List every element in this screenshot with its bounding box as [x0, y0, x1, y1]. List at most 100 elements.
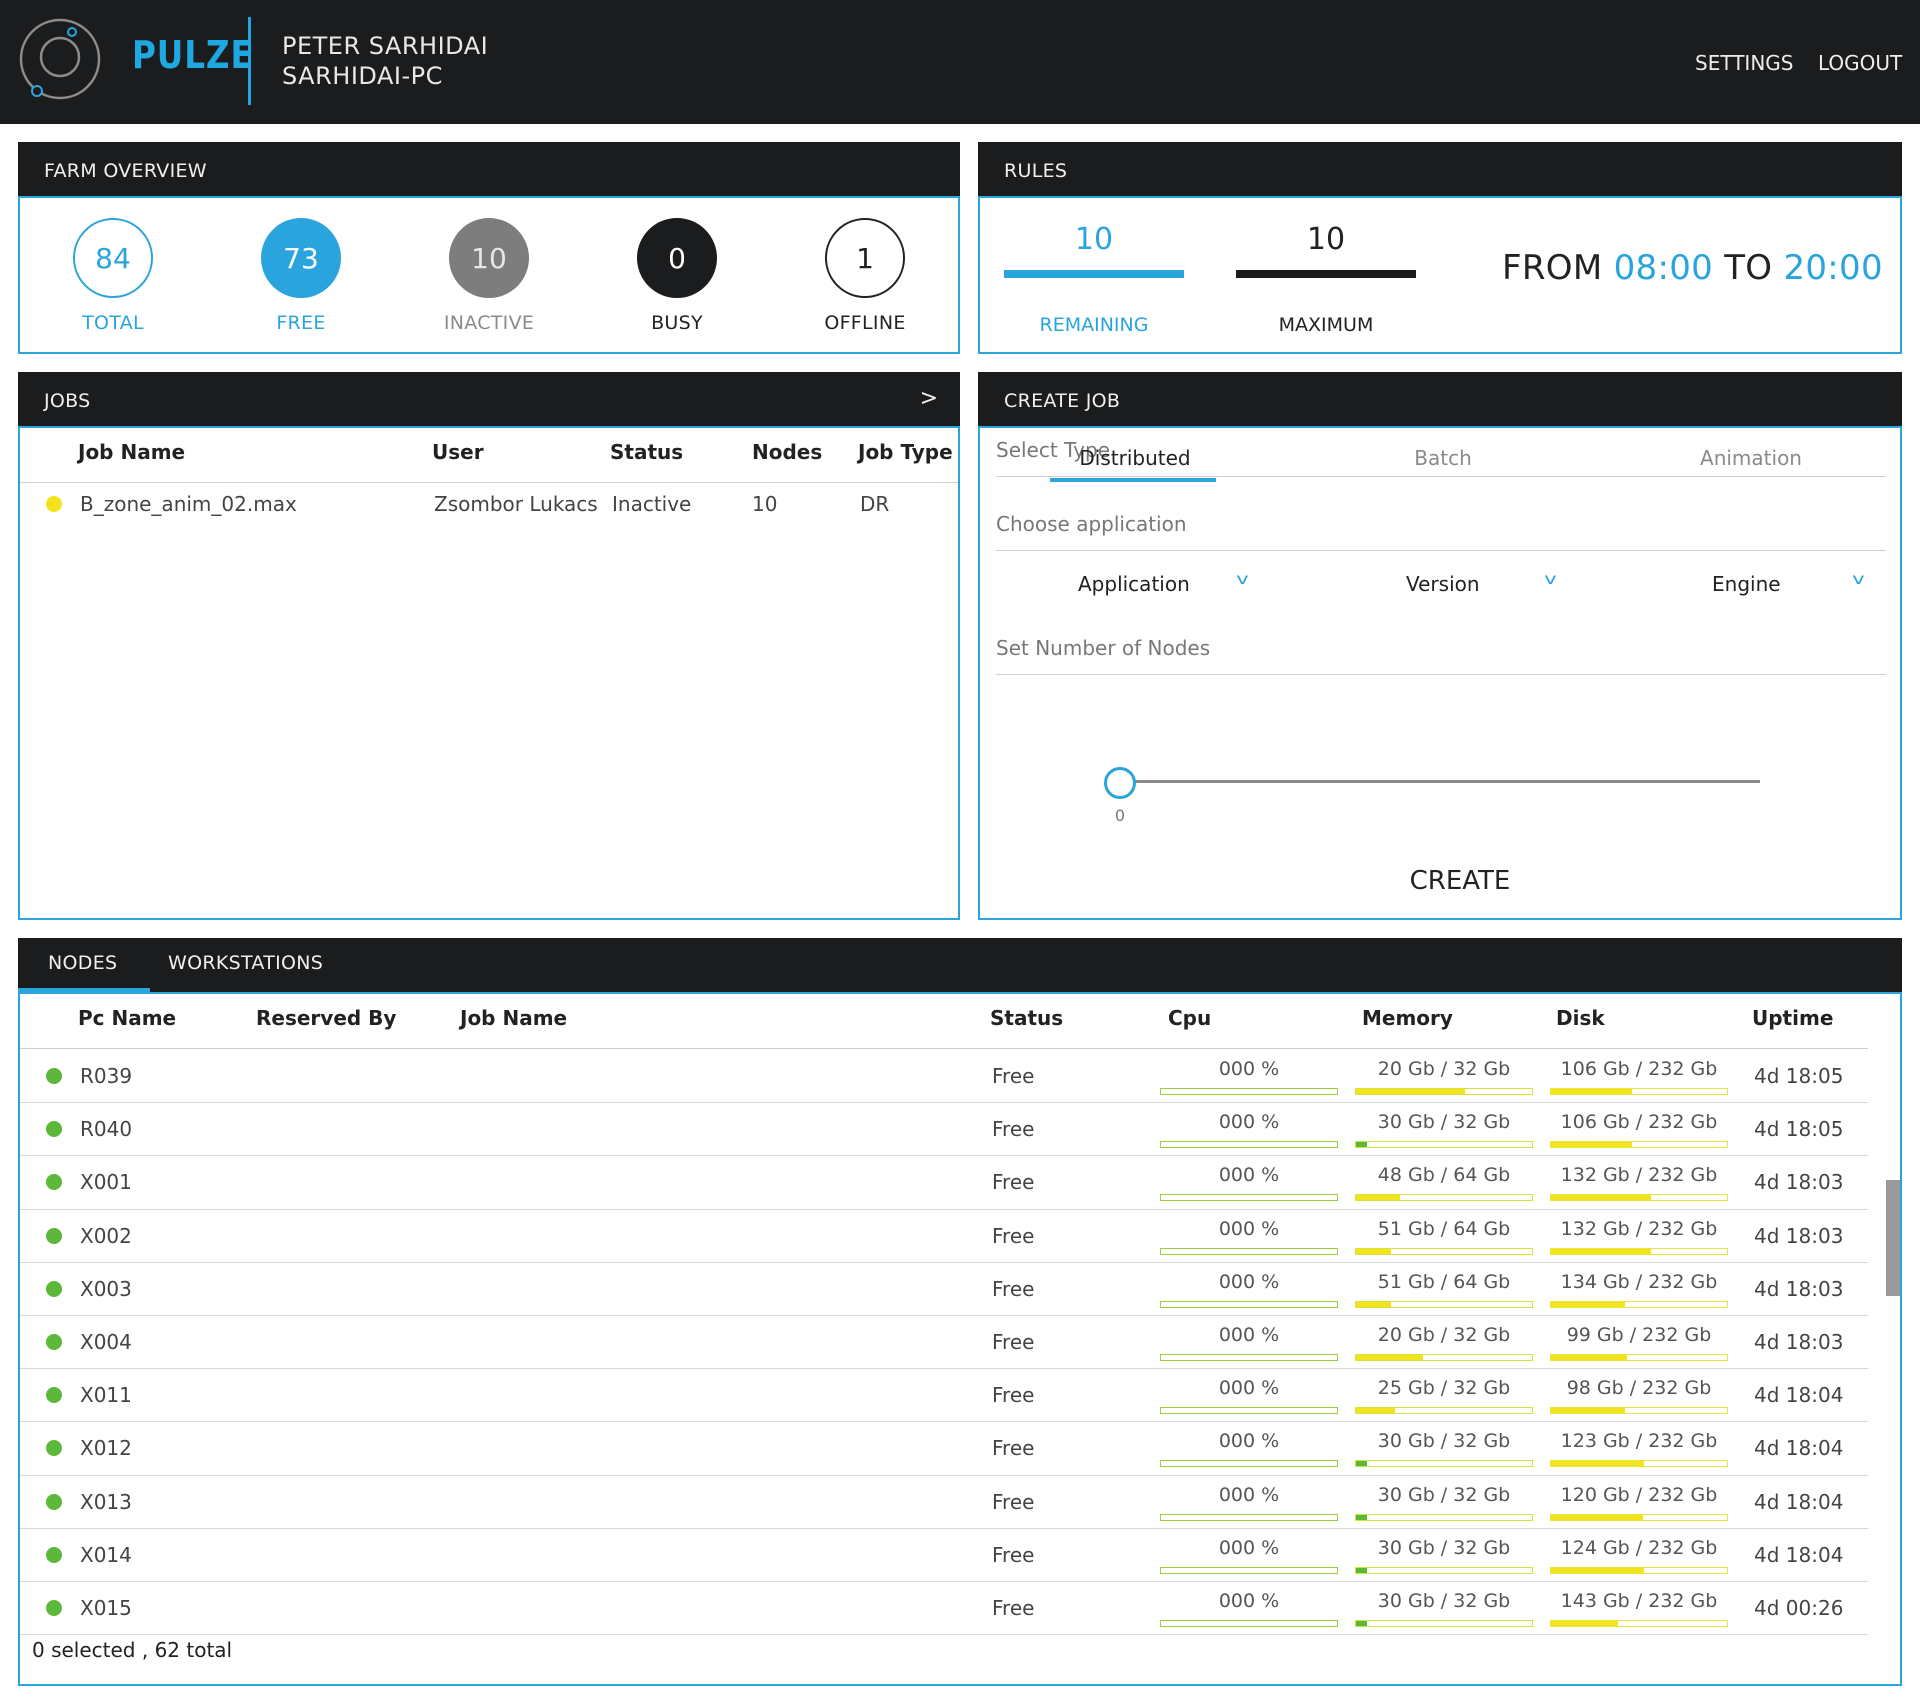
- col-pc-name[interactable]: Pc Name: [78, 1006, 177, 1030]
- disk-bar: [1550, 1354, 1728, 1361]
- memory-value: 20 Gb / 32 Gb: [1377, 1058, 1511, 1080]
- type-tab-animation[interactable]: Animation: [1700, 446, 1802, 470]
- disk-bar-fill: [1551, 1355, 1627, 1360]
- disk-meter: 123 Gb / 232 Gb: [1550, 1426, 1728, 1472]
- stat-offline[interactable]: 1 OFFLINE: [810, 218, 920, 334]
- nodes-scrollbar[interactable]: [1886, 1180, 1900, 1296]
- create-button[interactable]: CREATE: [1409, 866, 1511, 896]
- node-status-dot: [46, 1121, 62, 1138]
- choose-application-label: Choose application: [996, 512, 1187, 536]
- memory-bar-fill: [1356, 1195, 1400, 1201]
- type-tab-underline: [1050, 478, 1216, 482]
- col-uptime[interactable]: Uptime: [1752, 1006, 1834, 1030]
- col-reserved-by[interactable]: Reserved By: [256, 1006, 397, 1030]
- disk-value: 106 Gb / 232 Gb: [1560, 1058, 1718, 1080]
- node-pc-name: X011: [80, 1383, 132, 1408]
- col-nodes[interactable]: Nodes: [752, 440, 823, 464]
- tab-nodes[interactable]: NODES: [48, 952, 118, 974]
- table-row[interactable]: X004 Free 000 % 20 Gb / 32 Gb 99 Gb / 232 Gb…: [20, 1316, 1868, 1370]
- disk-bar: [1550, 1194, 1728, 1202]
- version-chevron-down-icon[interactable]: v: [1544, 570, 1557, 588]
- node-pc-name: X003: [80, 1276, 132, 1301]
- jobs-expand-icon[interactable]: >: [919, 386, 938, 411]
- disk-meter: 132 Gb / 232 Gb: [1550, 1214, 1728, 1260]
- col-status[interactable]: Status: [610, 440, 684, 464]
- col-node-status[interactable]: Status: [990, 1006, 1064, 1030]
- type-tab-batch[interactable]: Batch: [1414, 446, 1472, 470]
- nodes-slider-handle[interactable]: [1104, 767, 1136, 799]
- col-memory[interactable]: Memory: [1362, 1006, 1453, 1030]
- memory-bar: [1355, 1566, 1533, 1574]
- memory-bar-fill: [1356, 1142, 1367, 1148]
- memory-value: 30 Gb / 32 Gb: [1377, 1111, 1511, 1134]
- farm-overview-panel: FARM OVERVIEW 84 TOTAL 73 FREE 10 INACTI…: [18, 142, 960, 354]
- select-type-divider: [996, 476, 1886, 477]
- node-pc-name: X004: [80, 1330, 132, 1354]
- nodes-slider-value: 0: [1114, 806, 1126, 825]
- col-cpu[interactable]: Cpu: [1168, 1006, 1212, 1030]
- table-row[interactable]: R040 Free 000 % 30 Gb / 32 Gb 106 Gb / 232 G…: [20, 1103, 1868, 1157]
- version-dropdown[interactable]: Version: [1406, 572, 1480, 596]
- disk-bar: [1550, 1513, 1728, 1521]
- col-user[interactable]: User: [432, 440, 484, 464]
- cpu-meter: 000 %: [1160, 1373, 1338, 1419]
- cpu-meter: 000 %: [1160, 1320, 1338, 1366]
- node-pc-name: X002: [80, 1223, 132, 1248]
- col-node-job-name[interactable]: Job Name: [460, 1006, 568, 1030]
- disk-bar: [1550, 1088, 1728, 1095]
- stat-total[interactable]: 84 TOTAL: [58, 218, 168, 334]
- table-row[interactable]: R039 Free 000 % 20 Gb / 32 Gb 106 Gb / 232 G…: [20, 1050, 1868, 1104]
- engine-dropdown[interactable]: Engine: [1712, 572, 1781, 596]
- memory-value: 20 Gb / 32 Gb: [1377, 1324, 1511, 1346]
- disk-meter: 143 Gb / 232 Gb: [1550, 1586, 1728, 1632]
- memory-meter: 20 Gb / 32 Gb: [1355, 1320, 1533, 1366]
- application-chevron-down-icon[interactable]: v: [1236, 570, 1249, 588]
- cpu-meter: 000 %: [1160, 1160, 1338, 1206]
- cpu-meter: 000 %: [1160, 1054, 1338, 1100]
- application-dropdown[interactable]: Application: [1078, 572, 1190, 596]
- cpu-value: 000 %: [1218, 1483, 1280, 1506]
- type-tab-distributed[interactable]: Distributed: [1079, 446, 1191, 470]
- stat-inactive[interactable]: 10 INACTIVE: [434, 218, 544, 334]
- disk-meter: 124 Gb / 232 Gb: [1550, 1533, 1728, 1579]
- table-row[interactable]: X003 Free 000 % 51 Gb / 64 Gb 134 Gb / 232 G…: [20, 1263, 1868, 1316]
- create-job-header: CREATE JOB: [978, 372, 1902, 428]
- stat-offline-label: OFFLINE: [824, 312, 906, 334]
- table-row[interactable]: X011 Free 000 % 25 Gb / 32 Gb 98 Gb / 232 Gb…: [20, 1369, 1868, 1423]
- memory-bar: [1355, 1513, 1533, 1521]
- col-disk[interactable]: Disk: [1556, 1006, 1605, 1030]
- job-status-dot: [46, 496, 62, 512]
- logout-link[interactable]: LOGOUT: [1818, 51, 1903, 75]
- table-row[interactable]: X002 Free 000 % 51 Gb / 64 Gb 132 Gb / 232 G…: [20, 1210, 1868, 1263]
- node-status: Free: [992, 1064, 1035, 1088]
- nodes-slider-track[interactable]: [1120, 780, 1760, 783]
- disk-bar: [1550, 1620, 1728, 1627]
- create-job-panel: CREATE JOB Select Type Distributed Batch…: [978, 372, 1902, 920]
- user-name: PETER SARHIDAI: [282, 32, 489, 60]
- job-status: Inactive: [612, 492, 692, 516]
- disk-value: 134 Gb / 232 Gb: [1560, 1270, 1718, 1293]
- stat-total-value: 84: [73, 218, 153, 298]
- col-job-type[interactable]: Job Type: [858, 440, 953, 464]
- table-row[interactable]: B_zone_anim_02.max Zsombor Lukacs Inacti…: [20, 484, 958, 528]
- settings-link[interactable]: SETTINGS: [1695, 51, 1794, 75]
- tab-workstations[interactable]: WORKSTATIONS: [168, 952, 324, 974]
- node-status: Free: [992, 1383, 1035, 1408]
- stat-free-label: FREE: [276, 312, 326, 334]
- table-row[interactable]: X012 Free 000 % 30 Gb / 32 Gb 123 Gb / 232 G…: [20, 1422, 1868, 1476]
- node-status-dot: [46, 1334, 62, 1350]
- node-status-dot: [46, 1068, 62, 1084]
- disk-value: 132 Gb / 232 Gb: [1560, 1217, 1718, 1240]
- col-job-name[interactable]: Job Name: [78, 440, 186, 464]
- stat-busy[interactable]: 0 BUSY: [622, 218, 732, 334]
- engine-chevron-down-icon[interactable]: v: [1852, 570, 1865, 588]
- table-row[interactable]: X014 Free 000 % 30 Gb / 32 Gb 124 Gb / 232 G…: [20, 1529, 1868, 1582]
- schedule-range[interactable]: FROM 08:00 TO 20:00: [1502, 248, 1883, 288]
- node-status: Free: [992, 1489, 1035, 1514]
- node-pc-name: R040: [80, 1117, 133, 1142]
- node-uptime: 4d 18:03: [1754, 1223, 1844, 1248]
- table-row[interactable]: X015 Free 000 % 30 Gb / 32 Gb 143 Gb / 232 G…: [20, 1582, 1868, 1636]
- stat-free[interactable]: 73 FREE: [246, 218, 356, 334]
- table-row[interactable]: X013 Free 000 % 30 Gb / 32 Gb 120 Gb / 232 G…: [20, 1476, 1868, 1529]
- table-row[interactable]: X001 Free 000 % 48 Gb / 64 Gb 132 Gb / 232 G…: [20, 1156, 1868, 1210]
